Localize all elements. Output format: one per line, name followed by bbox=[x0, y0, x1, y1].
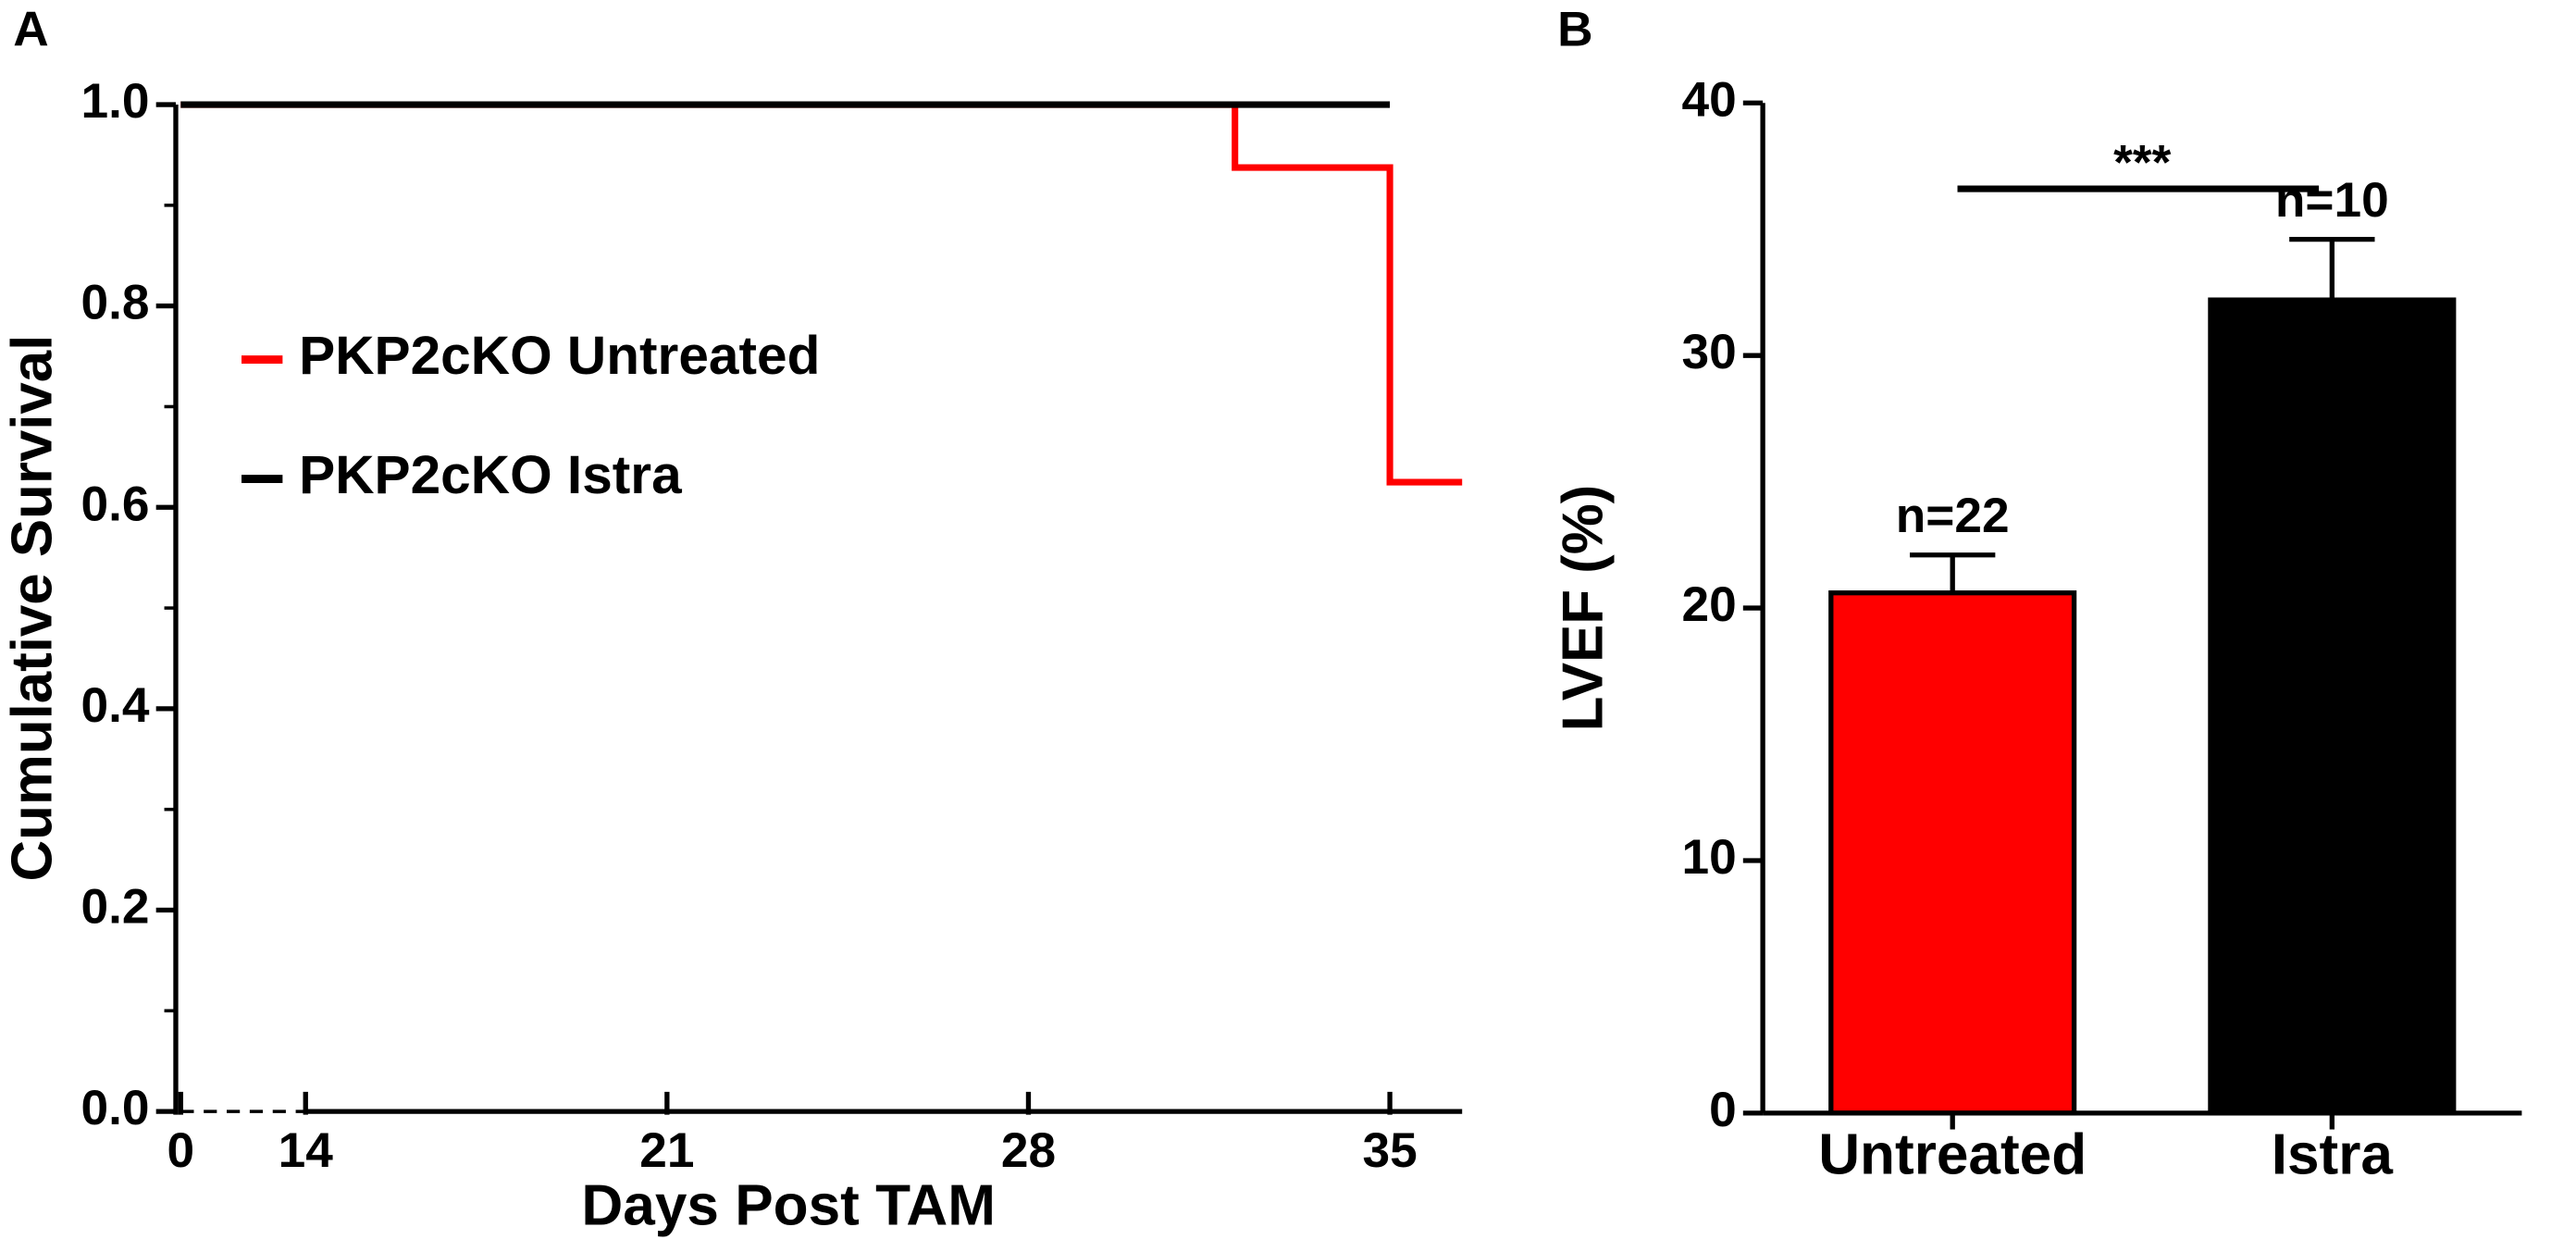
panel-label: A bbox=[13, 2, 48, 56]
bar-annotation: n=22 bbox=[1896, 489, 2010, 543]
survival-line bbox=[180, 101, 1463, 486]
y-tick-label: 30 bbox=[1681, 325, 1736, 379]
bar bbox=[2208, 297, 2457, 1116]
y-tick-label: 10 bbox=[1681, 830, 1736, 885]
y-tick-label: 1.0 bbox=[81, 74, 150, 129]
y-tick-label: 0 bbox=[1709, 1083, 1737, 1137]
y-tick-label: 0.6 bbox=[81, 477, 150, 531]
bar bbox=[1828, 590, 2077, 1116]
y-tick-label: 0.8 bbox=[81, 276, 150, 330]
x-tick-label: 0 bbox=[167, 1123, 194, 1178]
x-tick-label: 14 bbox=[279, 1123, 334, 1178]
x-axis-title: Days Post TAM bbox=[581, 1174, 996, 1238]
y-tick-label: 0.4 bbox=[81, 678, 150, 733]
y-tick-label: 0.0 bbox=[81, 1081, 150, 1135]
x-tick-label: 35 bbox=[1362, 1123, 1417, 1178]
y-axis-title: Cumulative Survival bbox=[0, 335, 64, 882]
significance-label: *** bbox=[2113, 135, 2171, 190]
y-tick-label: 40 bbox=[1681, 72, 1736, 127]
x-tick-label: Istra bbox=[2272, 1123, 2394, 1187]
x-tick-label: Untreated bbox=[1818, 1123, 2087, 1187]
y-tick-label: 0.2 bbox=[81, 880, 150, 935]
y-tick-label: 20 bbox=[1681, 577, 1736, 632]
y-axis-title: LVEF (%) bbox=[1551, 485, 1615, 732]
panel-label: B bbox=[1557, 2, 1592, 56]
bar-annotation: n=10 bbox=[2275, 173, 2389, 228]
legend-label: PKP2cKO Untreated bbox=[299, 326, 820, 386]
x-tick-label: 21 bbox=[639, 1123, 694, 1178]
legend-label: PKP2cKO Istra bbox=[299, 445, 682, 505]
x-tick-label: 28 bbox=[1001, 1123, 1056, 1178]
